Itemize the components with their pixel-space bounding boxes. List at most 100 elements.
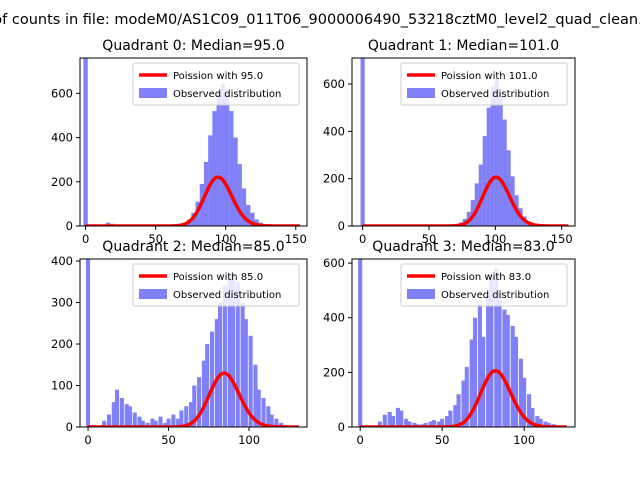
histogram-bar	[477, 304, 482, 427]
legend: Poission with 85.0 Observed distribution	[132, 263, 300, 307]
legend-poisson-label: Poission with 83.0	[441, 272, 531, 283]
legend-poisson-label: Poission with 95.0	[173, 71, 263, 82]
histogram-bar	[114, 389, 120, 427]
y-tick-label: 0	[338, 219, 345, 233]
axes-frame	[79, 57, 308, 227]
histogram-bar	[176, 418, 181, 427]
histogram-bar	[404, 418, 409, 427]
histogram-bar	[256, 389, 261, 427]
poisson-curve	[87, 371, 300, 427]
histogram-bar	[428, 421, 433, 427]
histogram-bar	[224, 93, 230, 226]
histogram-bar	[132, 412, 137, 427]
histogram-bar	[390, 416, 396, 427]
histogram-bar	[360, 58, 365, 226]
poisson-curve-highlight	[86, 177, 300, 226]
histogram-bar	[436, 421, 441, 427]
histogram-bar	[192, 385, 197, 427]
legend-observed-label: Observed distribution	[441, 290, 549, 301]
histogram-bar	[461, 380, 466, 427]
x-tick-label: 100	[484, 232, 506, 246]
histogram-bar	[490, 86, 495, 226]
histogram-bar	[150, 418, 155, 427]
histogram-bar	[248, 335, 253, 427]
legend: Poission with 95.0 Observed distribution	[132, 62, 300, 106]
histogram-bar	[205, 344, 210, 427]
x-tick-label: 100	[513, 433, 535, 447]
x-tick-label: 100	[238, 433, 260, 447]
y-tick-label: 0	[338, 420, 345, 434]
x-tick-label: 0	[359, 232, 366, 246]
histogram-bar	[220, 84, 226, 226]
legend: Poission with 83.0 Observed distribution	[400, 263, 568, 307]
histogram-bar	[382, 414, 387, 427]
y-tick-label: 400	[323, 124, 345, 138]
quadrant-2-title: Quadrant 2: Median=85.0	[102, 239, 284, 255]
y-tick-label: 600	[51, 86, 73, 100]
histogram-bar	[237, 164, 242, 226]
histogram-bar	[216, 93, 221, 226]
histogram-bar	[387, 411, 392, 427]
histogram-bar	[472, 317, 478, 427]
y-tick-label: 0	[66, 420, 73, 434]
histogram-bar	[456, 394, 461, 427]
axes-frame	[351, 258, 576, 428]
axes-frame	[79, 258, 308, 428]
histogram-bar	[506, 150, 511, 226]
histogram-bar	[407, 421, 412, 427]
histogram-bar	[399, 410, 404, 427]
histogram-bar	[269, 414, 274, 427]
histogram-bar	[530, 407, 535, 427]
histogram-bar	[482, 136, 487, 226]
x-tick-label: 50	[435, 433, 450, 447]
histogram-bar	[445, 416, 450, 427]
histogram-bar	[486, 295, 491, 427]
histogram-bar	[486, 107, 491, 226]
quadrant-3-plot-area	[358, 259, 568, 427]
quadrant-1-title: Quadrant 1: Median=101.0	[368, 38, 559, 54]
histogram-bar	[464, 366, 469, 427]
y-tick-label: 200	[51, 175, 73, 189]
histogram-bar	[481, 336, 486, 427]
x-tick-label: 50	[422, 232, 437, 246]
histogram-bar	[510, 325, 515, 427]
histogram-bar	[166, 418, 171, 427]
histogram-bar	[474, 183, 479, 226]
quadrant-2-plot-area	[85, 259, 300, 427]
quadrant-0-panel: 0 50 100 150 0 200 400 600 Poission with 95.0 Obs…	[51, 57, 308, 246]
legend-observed-label: Observed distribution	[173, 89, 281, 100]
histogram-bar	[502, 119, 507, 226]
y-tick-label: 100	[51, 379, 73, 393]
histogram-bar	[254, 219, 259, 226]
histogram-bar	[227, 277, 232, 427]
histogram-bar	[235, 281, 240, 427]
histogram-bar	[440, 418, 445, 427]
histogram-bar	[469, 339, 474, 427]
quadrant-1-panel: 0 50 100 150 0 200 400 600 Poission with 101.0 Ob…	[323, 57, 576, 246]
histogram-bar	[279, 422, 284, 427]
legend-observed-swatch	[139, 88, 167, 98]
histogram-bar	[208, 135, 213, 226]
histogram-bar	[102, 420, 107, 427]
quadrant-0-title: Quadrant 0: Median=95.0	[102, 38, 284, 54]
histogram-bar	[261, 397, 266, 427]
legend-observed-swatch	[407, 289, 435, 299]
histogram-bar	[538, 418, 543, 427]
y-tick-label: 0	[66, 219, 73, 233]
histogram-bar	[140, 420, 145, 427]
legend-poisson-label: Poission with 85.0	[173, 272, 263, 283]
histogram-bar	[250, 212, 255, 226]
histogram-bar	[395, 407, 400, 427]
histogram-bar	[184, 406, 189, 427]
legend-observed-label: Observed distribution	[173, 290, 281, 301]
histogram-bar	[218, 302, 223, 427]
histogram-bar	[189, 402, 194, 427]
histogram-bar	[171, 414, 176, 427]
x-tick-label: 150	[551, 232, 573, 246]
histogram-bar	[497, 290, 502, 427]
histogram-bar	[470, 199, 475, 226]
figure-title: Distribution of counts in file: modeM0/A…	[0, 12, 640, 28]
x-tick-label: 0	[357, 433, 364, 447]
histogram-bar	[233, 137, 238, 226]
